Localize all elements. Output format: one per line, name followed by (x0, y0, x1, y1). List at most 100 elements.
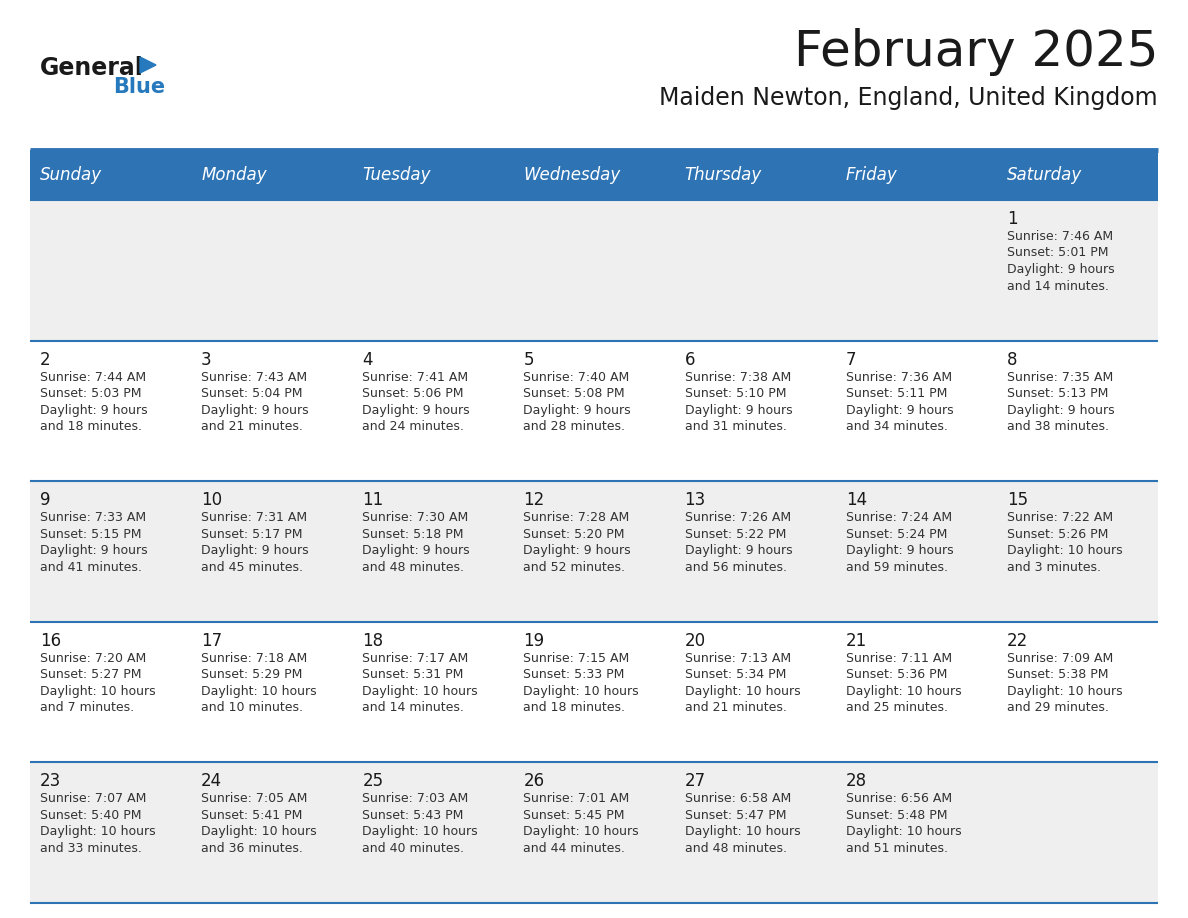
Text: Sunrise: 7:13 AM: Sunrise: 7:13 AM (684, 652, 791, 665)
Text: and 28 minutes.: and 28 minutes. (524, 420, 625, 433)
Text: Sunrise: 7:24 AM: Sunrise: 7:24 AM (846, 511, 952, 524)
Text: Sunset: 5:15 PM: Sunset: 5:15 PM (40, 528, 141, 541)
Text: Sunset: 5:33 PM: Sunset: 5:33 PM (524, 668, 625, 681)
Text: Daylight: 10 hours: Daylight: 10 hours (201, 685, 317, 698)
Text: Sunset: 5:20 PM: Sunset: 5:20 PM (524, 528, 625, 541)
Text: 22: 22 (1007, 632, 1028, 650)
Text: Daylight: 10 hours: Daylight: 10 hours (362, 825, 478, 838)
Text: 24: 24 (201, 772, 222, 790)
Text: Sunset: 5:29 PM: Sunset: 5:29 PM (201, 668, 303, 681)
Text: 28: 28 (846, 772, 867, 790)
Text: Sunset: 5:03 PM: Sunset: 5:03 PM (40, 387, 141, 400)
Text: 1: 1 (1007, 210, 1017, 228)
Text: Daylight: 9 hours: Daylight: 9 hours (524, 404, 631, 417)
Bar (30, 481, 1158, 621)
Text: and 14 minutes.: and 14 minutes. (362, 701, 465, 714)
Text: Friday: Friday (846, 166, 897, 184)
Text: Sunrise: 7:03 AM: Sunrise: 7:03 AM (362, 792, 468, 805)
Text: Sunrise: 7:41 AM: Sunrise: 7:41 AM (362, 371, 468, 384)
Text: and 21 minutes.: and 21 minutes. (201, 420, 303, 433)
Text: Sunrise: 6:58 AM: Sunrise: 6:58 AM (684, 792, 791, 805)
Text: 14: 14 (846, 491, 867, 509)
Text: 9: 9 (40, 491, 51, 509)
Text: Daylight: 9 hours: Daylight: 9 hours (1007, 404, 1114, 417)
Text: Sunset: 5:24 PM: Sunset: 5:24 PM (846, 528, 947, 541)
Text: Daylight: 10 hours: Daylight: 10 hours (524, 825, 639, 838)
Text: and 18 minutes.: and 18 minutes. (524, 701, 625, 714)
Text: 21: 21 (846, 632, 867, 650)
Text: Sunset: 5:40 PM: Sunset: 5:40 PM (40, 809, 141, 822)
Bar (835, 150, 997, 200)
Bar (30, 341, 1158, 481)
Text: and 40 minutes.: and 40 minutes. (362, 842, 465, 855)
Text: Sunset: 5:45 PM: Sunset: 5:45 PM (524, 809, 625, 822)
Text: 19: 19 (524, 632, 544, 650)
Text: Sunset: 5:11 PM: Sunset: 5:11 PM (846, 387, 947, 400)
Text: 20: 20 (684, 632, 706, 650)
Text: Tuesday: Tuesday (362, 166, 431, 184)
Text: 2: 2 (40, 351, 51, 369)
Text: Sunrise: 7:26 AM: Sunrise: 7:26 AM (684, 511, 791, 524)
Text: Sunrise: 7:40 AM: Sunrise: 7:40 AM (524, 371, 630, 384)
Text: 10: 10 (201, 491, 222, 509)
Text: Sunrise: 7:17 AM: Sunrise: 7:17 AM (362, 652, 468, 665)
Text: 7: 7 (846, 351, 857, 369)
Text: Daylight: 10 hours: Daylight: 10 hours (1007, 544, 1123, 557)
Text: and 41 minutes.: and 41 minutes. (40, 561, 141, 574)
Text: 18: 18 (362, 632, 384, 650)
Text: and 24 minutes.: and 24 minutes. (362, 420, 465, 433)
Text: and 59 minutes.: and 59 minutes. (846, 561, 948, 574)
Bar (675, 150, 835, 200)
Text: Sunset: 5:31 PM: Sunset: 5:31 PM (362, 668, 463, 681)
Text: Sunrise: 7:36 AM: Sunrise: 7:36 AM (846, 371, 952, 384)
Text: 26: 26 (524, 772, 544, 790)
Text: Maiden Newton, England, United Kingdom: Maiden Newton, England, United Kingdom (659, 86, 1158, 110)
Text: Sunrise: 7:05 AM: Sunrise: 7:05 AM (201, 792, 308, 805)
Text: and 44 minutes.: and 44 minutes. (524, 842, 625, 855)
Text: Daylight: 9 hours: Daylight: 9 hours (40, 544, 147, 557)
Text: Sunrise: 7:46 AM: Sunrise: 7:46 AM (1007, 230, 1113, 243)
Text: 4: 4 (362, 351, 373, 369)
Text: Daylight: 10 hours: Daylight: 10 hours (684, 825, 801, 838)
Text: Sunrise: 7:44 AM: Sunrise: 7:44 AM (40, 371, 146, 384)
Text: Sunset: 5:17 PM: Sunset: 5:17 PM (201, 528, 303, 541)
Text: Daylight: 9 hours: Daylight: 9 hours (846, 544, 953, 557)
Text: Sunrise: 7:01 AM: Sunrise: 7:01 AM (524, 792, 630, 805)
Text: Daylight: 10 hours: Daylight: 10 hours (40, 685, 156, 698)
Text: 11: 11 (362, 491, 384, 509)
Text: Daylight: 9 hours: Daylight: 9 hours (684, 544, 792, 557)
Text: Sunset: 5:08 PM: Sunset: 5:08 PM (524, 387, 625, 400)
Text: Sunset: 5:36 PM: Sunset: 5:36 PM (846, 668, 947, 681)
Text: and 34 minutes.: and 34 minutes. (846, 420, 948, 433)
Text: Sunset: 5:38 PM: Sunset: 5:38 PM (1007, 668, 1108, 681)
Text: Sunset: 5:43 PM: Sunset: 5:43 PM (362, 809, 463, 822)
Bar (191, 150, 353, 200)
Text: 27: 27 (684, 772, 706, 790)
Text: Daylight: 9 hours: Daylight: 9 hours (1007, 263, 1114, 276)
Text: 5: 5 (524, 351, 533, 369)
Text: Daylight: 9 hours: Daylight: 9 hours (201, 544, 309, 557)
Text: and 51 minutes.: and 51 minutes. (846, 842, 948, 855)
Text: and 48 minutes.: and 48 minutes. (362, 561, 465, 574)
Text: and 33 minutes.: and 33 minutes. (40, 842, 141, 855)
Text: Sunset: 5:34 PM: Sunset: 5:34 PM (684, 668, 786, 681)
Text: 25: 25 (362, 772, 384, 790)
Text: Saturday: Saturday (1007, 166, 1082, 184)
Text: 8: 8 (1007, 351, 1017, 369)
Text: Sunrise: 7:18 AM: Sunrise: 7:18 AM (201, 652, 308, 665)
Text: and 56 minutes.: and 56 minutes. (684, 561, 786, 574)
Polygon shape (140, 57, 156, 73)
Text: Wednesday: Wednesday (524, 166, 620, 184)
Text: Sunrise: 7:43 AM: Sunrise: 7:43 AM (201, 371, 308, 384)
Text: Sunset: 5:27 PM: Sunset: 5:27 PM (40, 668, 141, 681)
Text: Sunday: Sunday (40, 166, 102, 184)
Text: and 10 minutes.: and 10 minutes. (201, 701, 303, 714)
Text: Daylight: 10 hours: Daylight: 10 hours (846, 825, 961, 838)
Bar (30, 621, 1158, 763)
Text: 23: 23 (40, 772, 62, 790)
Text: 13: 13 (684, 491, 706, 509)
Text: Sunrise: 7:28 AM: Sunrise: 7:28 AM (524, 511, 630, 524)
Text: General: General (40, 56, 144, 80)
Text: Sunset: 5:26 PM: Sunset: 5:26 PM (1007, 528, 1108, 541)
Text: Thursday: Thursday (684, 166, 762, 184)
